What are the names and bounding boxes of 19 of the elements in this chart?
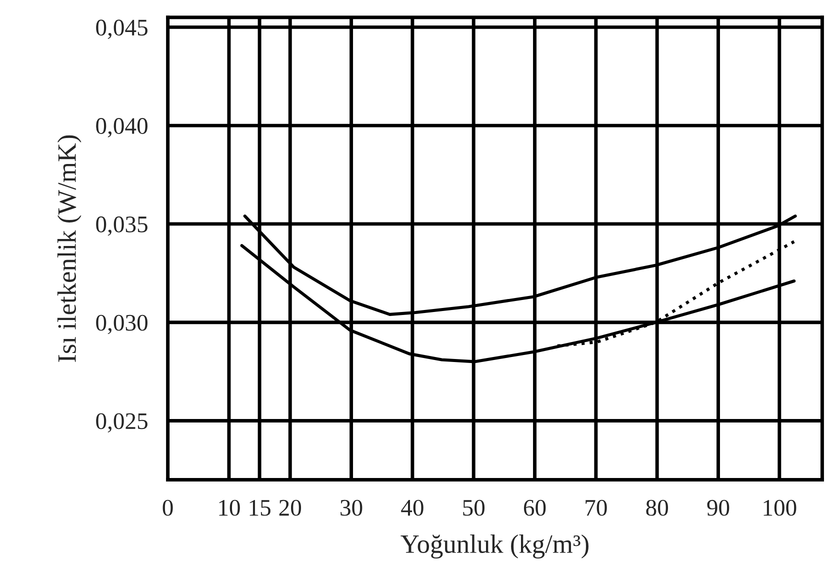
x-tick-label: 70 [586, 500, 607, 516]
x-tick-label: 80 [646, 500, 668, 516]
x-tick-label: 40 [401, 500, 424, 516]
x-tick-label: 90 [707, 500, 730, 516]
y-axis-title: Isı iletkenlik (W/mK) [57, 135, 82, 362]
y-tick-label: 0,035 [96, 216, 148, 236]
y-tick-label: 0,040 [96, 118, 148, 138]
x-tick-label: 15 [250, 500, 270, 516]
y-tick-label: 0,045 [96, 20, 148, 39]
x-tick-label: 10 [219, 500, 240, 516]
x-tick-label: 20 [279, 500, 302, 516]
y-tick-label: 0,025 [96, 413, 148, 433]
x-tick-label: 50 [463, 500, 485, 516]
x-tick-label: 60 [524, 500, 546, 516]
x-tick-label: 30 [340, 500, 362, 516]
y-tick-label: 0,030 [96, 314, 148, 334]
x-tick-label: 100 [764, 500, 796, 516]
x-axis-title: Yoğunluk (kg/m³) [400, 534, 588, 558]
x-tick-label: 0 [162, 500, 173, 516]
